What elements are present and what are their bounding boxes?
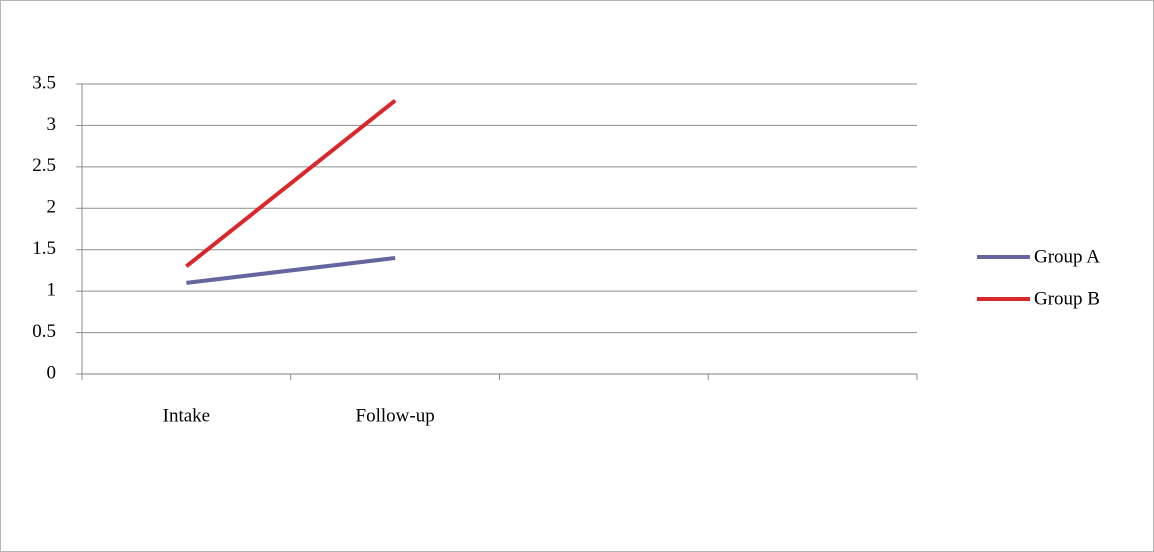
y-tick-label: 1: [47, 280, 57, 301]
x-tick-label: Intake: [163, 405, 210, 426]
y-tick-label: 2.5: [32, 155, 56, 176]
series-line: [185, 99, 397, 268]
y-tick-label: 2: [47, 197, 57, 218]
y-tick-label: 0: [47, 362, 57, 383]
legend-label: Group A: [1034, 246, 1100, 267]
y-tick-label: 3.5: [32, 72, 56, 93]
y-tick-label: 1.5: [32, 238, 56, 259]
series-line: [186, 256, 396, 285]
y-tick-label: 3: [47, 114, 57, 135]
x-tick-label: Follow-up: [356, 405, 435, 426]
y-tick-label: 0.5: [32, 321, 56, 342]
legend-label: Group B: [1034, 288, 1100, 309]
